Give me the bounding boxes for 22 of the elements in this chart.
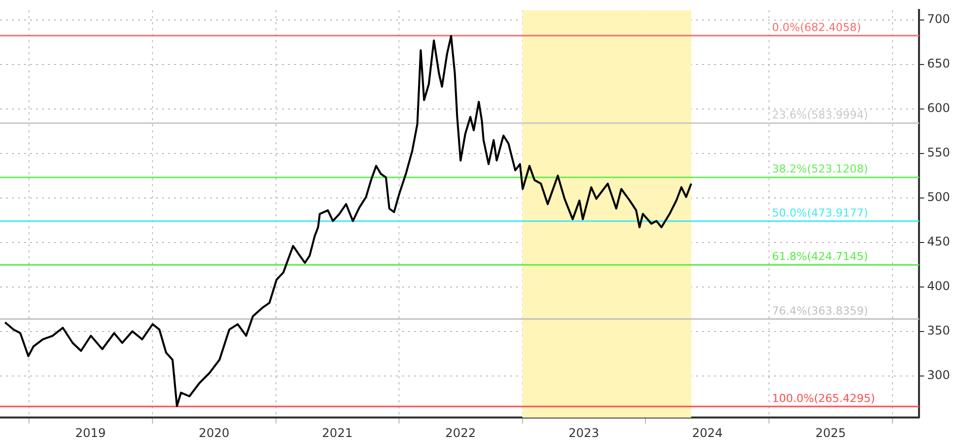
ref-line-label: 100.0%(265.4295) [772, 392, 876, 405]
ref-line-label: 61.8%(424.7145) [772, 250, 868, 264]
ref-line-label: 50.0%(473.9177) [772, 206, 868, 220]
y-tick-label: 500 [927, 190, 950, 204]
y-tick-label: 400 [927, 278, 950, 293]
y-tick-label: 450 [927, 234, 950, 248]
y-tick-label: 550 [927, 146, 950, 160]
y-tick-label: 700 [927, 12, 950, 26]
x-tick-label: 2024 [692, 426, 723, 440]
y-tick-label: 300 [927, 368, 950, 382]
x-tick-label: 2020 [198, 426, 230, 440]
x-tick-label: 2023 [568, 426, 600, 440]
x-tick-label: 2021 [322, 426, 353, 440]
y-tick-label: 650 [927, 56, 950, 71]
ref-line-label: 0.0%(682.4058) [772, 20, 862, 34]
y-tick-label: 350 [927, 323, 950, 338]
ref-line-label: 38.2%(523.1208) [772, 162, 868, 176]
x-tick-label: 2019 [75, 426, 106, 440]
y-tick-label: 600 [927, 101, 950, 116]
x-tick-label: 2025 [815, 426, 846, 440]
x-tick-label: 2022 [445, 426, 476, 440]
ref-line-label: 76.4%(363.8359) [772, 304, 868, 318]
